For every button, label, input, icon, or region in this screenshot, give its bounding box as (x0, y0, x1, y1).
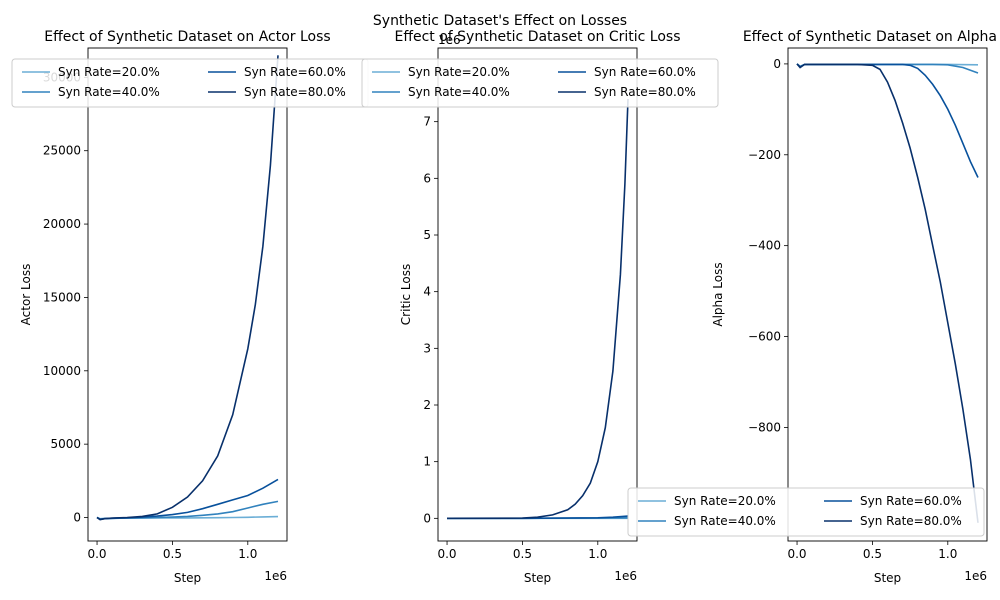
plot-2-legend-box (361, 58, 719, 108)
plot-1-frame (87, 47, 288, 542)
plot-3-legend-label-2: Syn Rate=40.0% (674, 514, 776, 528)
plot-2-ytick-label: 5 (423, 228, 431, 242)
plot-1-ytick-label: 10000 (43, 364, 81, 378)
plot-3-xtick-label: 0.0 (787, 547, 806, 561)
plot-2-ytick-label: 3 (423, 341, 431, 355)
plot-3-xtick-label: 0.5 (863, 547, 882, 561)
plot-3-ytick-label: 0 (773, 57, 781, 71)
plot-2-xtick-label: 1.0 (588, 547, 607, 561)
plot-3-xlabel: Step (874, 571, 901, 585)
plot-3-legend-box (627, 487, 985, 537)
plot-2-ytick-label: 1 (423, 455, 431, 469)
plot-1-x-offset-label: 1e6 (264, 569, 287, 583)
plot-3-title: Effect of Synthetic Dataset on Alpha Los… (743, 29, 1000, 45)
plot-2-ytick-label: 2 (423, 398, 431, 412)
plot-1-series-line-4 (96, 55, 279, 521)
plot-2-legend-label-1: Syn Rate=20.0% (408, 65, 510, 79)
plot-1-legend-label-4: Syn Rate=80.0% (244, 85, 346, 99)
plot-3-legend-label-4: Syn Rate=80.0% (860, 514, 962, 528)
plot-1-xlabel: Step (174, 571, 201, 585)
plot-2-xtick-label: 0.0 (437, 547, 456, 561)
plot-3-frame (787, 47, 988, 542)
plot-1-xtick-label: 1.0 (238, 547, 257, 561)
plot-2-x-offset-label: 1e6 (614, 569, 637, 583)
plot-1-ylabel: Actor Loss (19, 264, 33, 326)
plot-3-ytick-label: −800 (748, 420, 781, 434)
plot-2-ytick-label: 4 (423, 285, 431, 299)
plot-3-legend-label-3: Syn Rate=60.0% (860, 494, 962, 508)
plot-3-ytick-label: −600 (748, 330, 781, 344)
plot-2-y-offset-label: 1e6 (438, 33, 461, 47)
plot-3-x-offset-label: 1e6 (964, 569, 987, 583)
plot-2-frame (437, 47, 638, 542)
plot-2-legend-label-2: Syn Rate=40.0% (408, 85, 510, 99)
plot-1-legend-label-3: Syn Rate=60.0% (244, 65, 346, 79)
plot-3-series-line-4 (796, 63, 979, 523)
plot-2-legend-label-4: Syn Rate=80.0% (594, 85, 696, 99)
plot-2-xtick-label: 0.5 (513, 547, 532, 561)
plot-3-ylabel: Alpha Loss (711, 262, 725, 326)
plot-3-legend-label-1: Syn Rate=20.0% (674, 494, 776, 508)
plot-1-ytick-label: 25000 (43, 144, 81, 158)
plot-3-ytick-label: −400 (748, 239, 781, 253)
plot-1-xtick-label: 0.0 (87, 547, 106, 561)
plot-3-xtick-label: 1.0 (938, 547, 957, 561)
plot-2-ytick-label: 6 (423, 171, 431, 185)
plot-1-ytick-label: 0 (73, 511, 81, 525)
plot-2-ytick-label: 7 (423, 115, 431, 129)
plot-1-title: Effect of Synthetic Dataset on Actor Los… (44, 29, 330, 45)
plot-1-legend-label-2: Syn Rate=40.0% (58, 85, 160, 99)
plot-1-xtick-label: 0.5 (163, 547, 182, 561)
plot-2-series-line-4 (446, 98, 629, 520)
plot-1-ytick-label: 20000 (43, 217, 81, 231)
plot-2-xlabel: Step (524, 571, 551, 585)
plot-2-legend-label-3: Syn Rate=60.0% (594, 65, 696, 79)
figure-suptitle: Synthetic Dataset's Effect on Losses (373, 13, 627, 29)
plot-1-ytick-label: 15000 (43, 290, 81, 304)
plot-3-ytick-label: −200 (748, 148, 781, 162)
plot-1-ytick-label: 5000 (50, 437, 81, 451)
plot-1-legend-label-1: Syn Rate=20.0% (58, 65, 160, 79)
plot-2-ytick-label: 0 (423, 511, 431, 525)
plot-2-title: Effect of Synthetic Dataset on Critic Lo… (394, 29, 680, 45)
plot-2-ylabel: Critic Loss (399, 264, 413, 325)
